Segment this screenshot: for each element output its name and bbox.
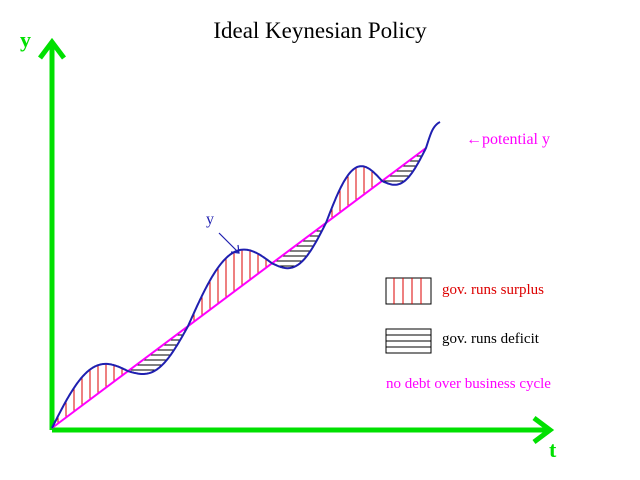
left-arrow-icon: ←: [466, 131, 482, 148]
legend-deficit-label: gov. runs deficit: [442, 331, 539, 347]
actual-output-curve: [51, 121, 441, 429]
y-axis-arrowhead: [38, 37, 66, 60]
y-label-pointer-arrow: [218, 232, 240, 254]
potential-output-text: potential y: [482, 131, 550, 148]
legend-surplus-swatch: [385, 277, 432, 305]
potential-output-line: [51, 147, 427, 429]
x-axis-arrowhead: [532, 416, 555, 444]
diagram-title: Ideal Keynesian Policy: [213, 18, 427, 43]
y-axis-label: y: [20, 27, 31, 52]
y-label-pointer-arrowhead: [230, 244, 240, 254]
legend-deficit-swatch: [385, 328, 432, 354]
legend-note: no debt over business cycle: [386, 376, 551, 392]
surplus-hatching: [57, 166, 373, 424]
actual-output-label: y: [206, 211, 214, 228]
legend-surplus-label: gov. runs surplus: [442, 282, 544, 298]
potential-output-label: ←potential y: [466, 131, 550, 149]
t-axis-label: t: [549, 437, 557, 462]
